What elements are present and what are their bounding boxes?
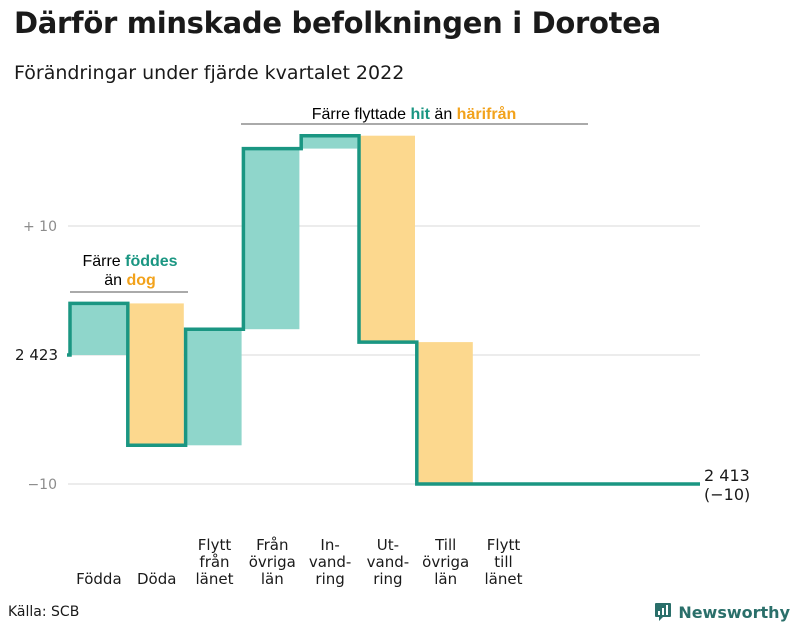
category-label: ring [373, 570, 402, 588]
category-label: från [199, 553, 229, 571]
category-label: Ut- [377, 536, 399, 554]
category-label: vand- [367, 553, 410, 571]
category-label: Från [256, 536, 288, 554]
category-label: Till [434, 536, 456, 554]
y-tick-label: −10 [27, 477, 57, 493]
chart-title: Därför minskade befolkningen i Dorotea [14, 6, 661, 40]
births-annotation: Färre föddes än dog [70, 253, 188, 293]
category-label: övriga [422, 553, 469, 571]
waterfall-bar [70, 303, 126, 355]
end-value-label: 2 413 [704, 466, 750, 485]
brand-logo: Newsworthy [654, 600, 790, 624]
waterfall-bar [416, 342, 473, 484]
category-label: vand- [309, 553, 352, 571]
births-annotation-line2: än dog [104, 272, 156, 289]
waterfall-bar [301, 135, 358, 149]
migration-annotation-in: hit [410, 106, 430, 123]
category-label: Döda [137, 570, 176, 588]
running-total-line [67, 133, 700, 486]
category-label: län [434, 570, 457, 588]
category-label: ring [315, 570, 344, 588]
waterfall-bar [359, 135, 415, 343]
migration-annotation-out: härifrån [457, 105, 517, 123]
category-label: In- [320, 536, 339, 554]
category-label: länet [196, 570, 234, 588]
category-label: till [494, 553, 512, 571]
end-change-label: (−10) [704, 485, 750, 504]
bar-layer [70, 135, 473, 484]
category-label: övriga [249, 553, 296, 571]
category-label: Födda [76, 570, 122, 588]
category-label: län [261, 570, 284, 588]
births-annotation-line1: Färre föddes [82, 253, 177, 270]
y-tick-label: + 10 [23, 219, 57, 235]
category-label: Flytt [198, 536, 232, 554]
migration-annotation-middle: än [430, 106, 457, 123]
births-annotation-highlight: föddes [125, 253, 178, 270]
deaths-annotation-highlight: dog [126, 272, 155, 289]
bar-chart-icon [655, 603, 672, 621]
category-label: Flytt [487, 536, 521, 554]
brand-name: Newsworthy [678, 602, 790, 622]
migration-annotation: Färre flyttade hit än härifrån [241, 105, 588, 125]
source-note: Källa: SCB [8, 604, 80, 620]
start-value-label: 2 423 [15, 346, 58, 364]
births-annotation-middle: än [104, 272, 126, 289]
waterfall-bar [185, 329, 242, 446]
chart-subtitle: Förändringar under fjärde kvartalet 2022 [14, 62, 405, 84]
waterfall-bar [127, 303, 184, 446]
category-label: länet [485, 570, 523, 588]
migration-annotation-text: Färre flyttade hit än härifrån [312, 105, 517, 123]
migration-annotation-prefix: Färre flyttade [312, 106, 411, 123]
waterfall-bar [243, 148, 300, 330]
births-annotation-prefix: Färre [82, 253, 125, 270]
